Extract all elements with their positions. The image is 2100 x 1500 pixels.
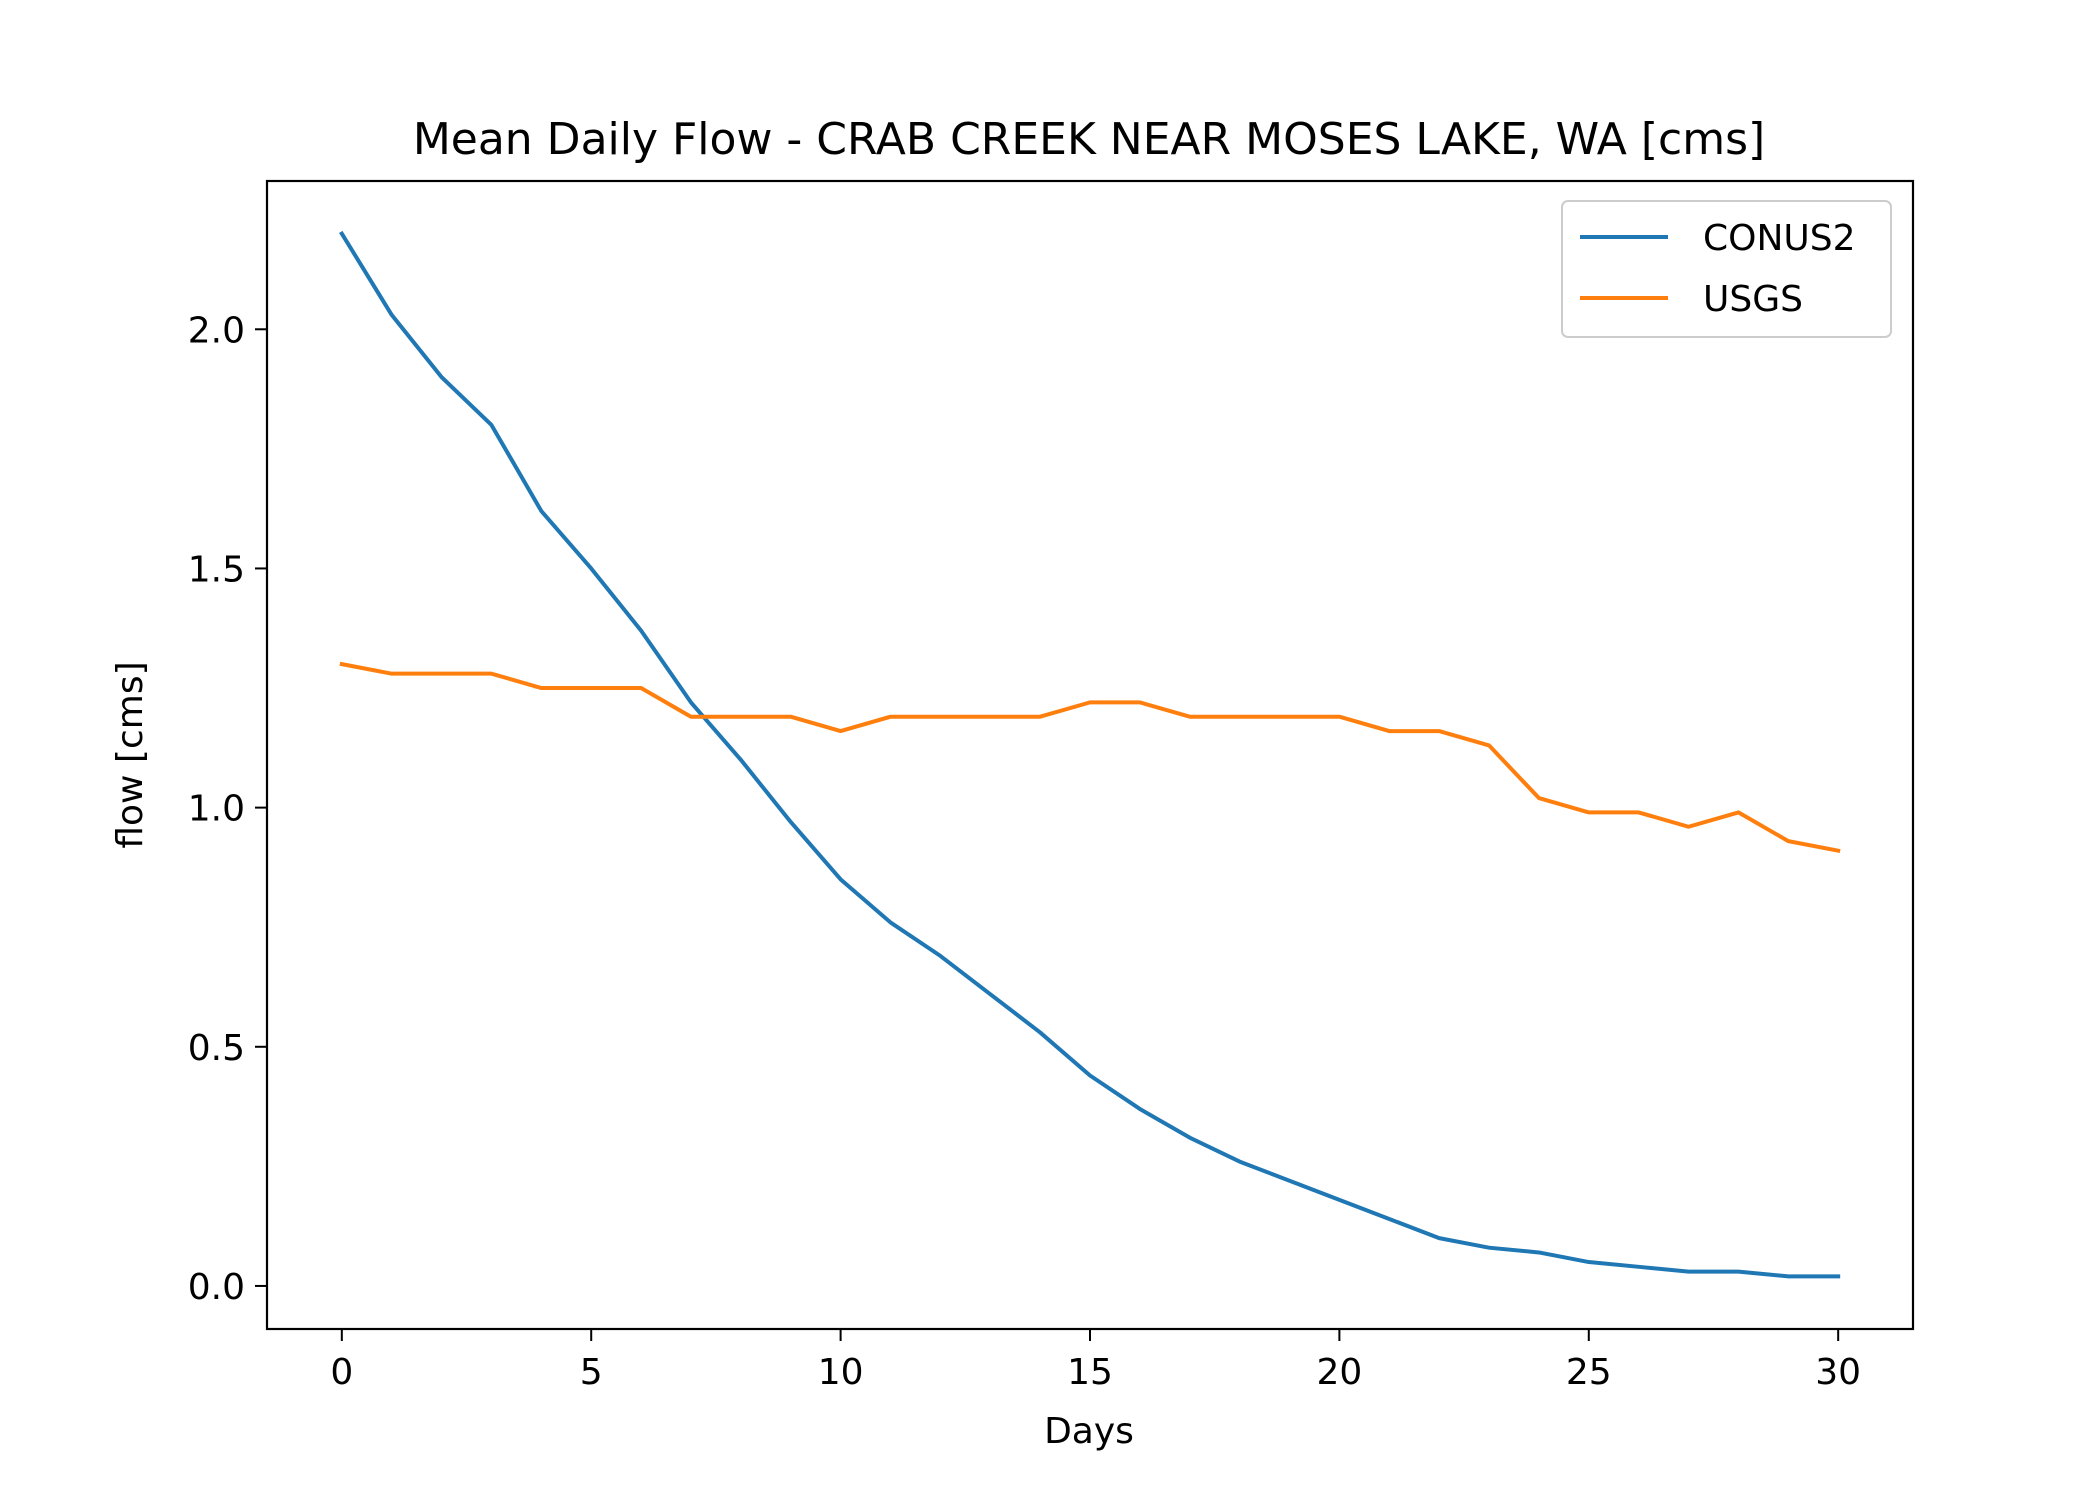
series-line-usgs (339, 661, 1841, 854)
y-tick-label: 2.0 (188, 310, 245, 351)
legend: CONUS2 USGS (1561, 200, 1892, 338)
y-axis-label: flow [cms] (110, 661, 151, 848)
series-line-conus2 (339, 230, 1841, 1279)
legend-entries: CONUS2 USGS (1580, 218, 1856, 320)
x-tick-label: 0 (330, 1352, 353, 1393)
x-axis-ticks: 0 5 10 15 20 25 30 (330, 1329, 1861, 1393)
x-tick-label: 15 (1067, 1352, 1113, 1393)
x-tick-label: 25 (1566, 1352, 1612, 1393)
y-tick-label: 0.0 (188, 1267, 245, 1308)
y-tick-label: 0.5 (188, 1028, 245, 1069)
y-tick-label: 1.0 (188, 789, 245, 830)
x-tick-label: 5 (580, 1352, 603, 1393)
x-tick-label: 30 (1815, 1352, 1861, 1393)
x-tick-label: 10 (818, 1352, 864, 1393)
y-axis-ticks: 0.0 0.5 1.0 1.5 2.0 (188, 310, 267, 1308)
y-tick-label: 1.5 (188, 549, 245, 590)
x-tick-label: 20 (1316, 1352, 1362, 1393)
legend-label-conus2: CONUS2 (1703, 218, 1856, 259)
legend-label-usgs: USGS (1703, 279, 1803, 320)
x-axis-label: Days (1044, 1411, 1134, 1452)
series-layer (339, 230, 1841, 1279)
chart-title: Mean Daily Flow - CRAB CREEK NEAR MOSES … (413, 114, 1765, 165)
